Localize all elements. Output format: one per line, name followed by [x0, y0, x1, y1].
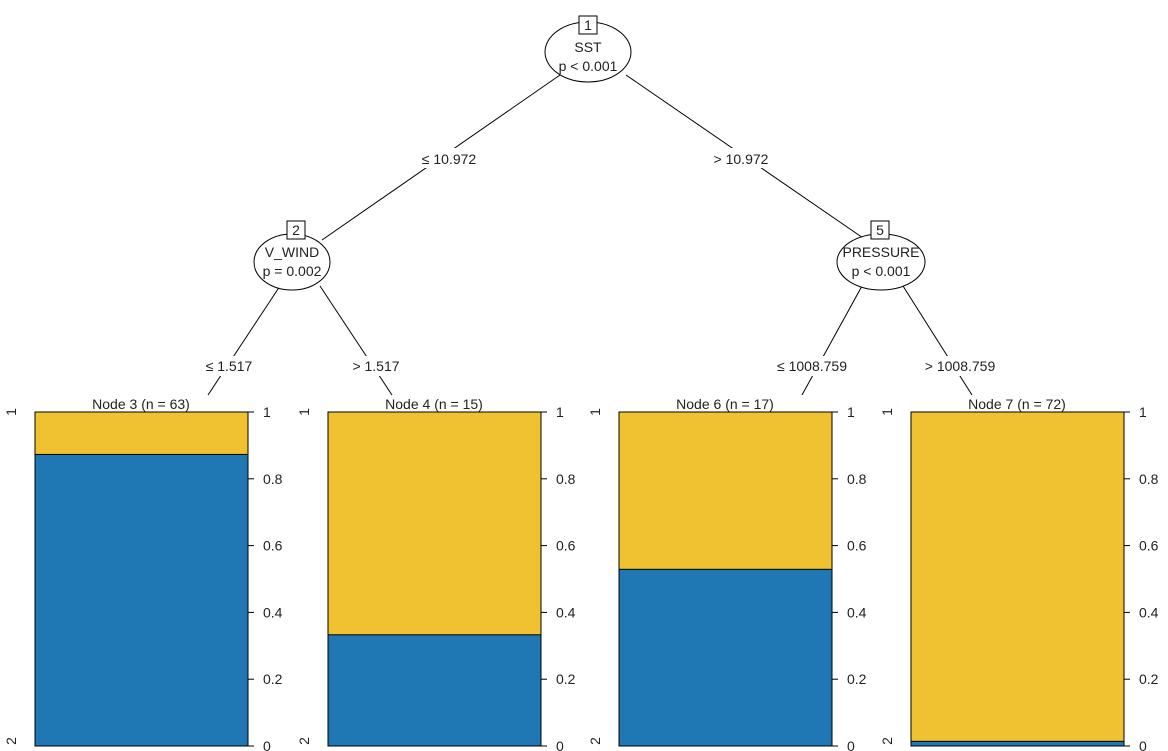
axis-tick-label: 0 [263, 738, 271, 751]
probability-axis: 1 0.8 0.6 0.4 0.2 0 [1124, 404, 1159, 751]
axis-tick-label: 0.2 [847, 671, 867, 687]
node-p-value: p < 0.001 [559, 58, 618, 74]
edge-label: ≤ 10.972 [422, 151, 477, 167]
axis-tick-label: 1 [556, 404, 564, 420]
class-label-bottom: 2 [296, 737, 312, 745]
node-variable: PRESSURE [842, 244, 919, 260]
axis-tick-label: 0.2 [1139, 671, 1159, 687]
terminal-node-title: Node 3 (n = 63) [92, 396, 190, 412]
axis-tick-label: 1 [847, 404, 855, 420]
class-1-bar [327, 411, 542, 636]
edge-label: ≤ 1008.759 [777, 358, 847, 374]
node-p-value: p < 0.001 [852, 263, 911, 279]
inner-node-5: 5 PRESSURE p < 0.001 [836, 220, 926, 291]
axis-tick-label: 0.4 [1139, 604, 1159, 620]
terminal-node-title: Node 7 (n = 72) [968, 396, 1066, 412]
terminal-node-title: Node 4 (n = 15) [385, 396, 483, 412]
axis-tick-label: 0.6 [1139, 538, 1159, 554]
edge-line-2-4 [319, 285, 393, 396]
edge-label: > 1.517 [352, 358, 399, 374]
inner-node-2: 2 V_WIND p = 0.002 [253, 220, 331, 291]
edge-label: > 10.972 [714, 151, 769, 167]
probability-axis: 1 0.8 0.6 0.4 0.2 0 [541, 404, 576, 751]
axis-tick-label: 0.8 [263, 471, 283, 487]
class-1-bar [34, 411, 249, 455]
tree-edges [207, 74, 973, 396]
node-variable: V_WIND [265, 244, 319, 260]
class-label-bottom: 2 [3, 737, 19, 745]
axis-tick-label: 0.6 [263, 538, 283, 554]
node-id: 2 [292, 222, 300, 238]
axis-tick-label: 0.8 [1139, 471, 1159, 487]
axis-tick-label: 0.6 [556, 538, 576, 554]
axis-tick-label: 0.2 [263, 671, 283, 687]
axis-tick-label: 0.8 [847, 471, 867, 487]
axis-tick-label: 1 [1139, 404, 1147, 420]
terminal-node-title: Node 6 (n = 17) [676, 396, 774, 412]
class-1-bar [910, 411, 1125, 742]
axis-tick-label: 0.8 [556, 471, 576, 487]
class-label-top: 1 [3, 408, 19, 416]
edge-labels: ≤ 10.972 > 10.972 ≤ 1.517 > 1.517 ≤ 1008… [200, 148, 1004, 376]
edge-label: ≤ 1.517 [206, 358, 253, 374]
edge-line-5-7 [902, 285, 973, 396]
class-label-bottom: 2 [587, 737, 603, 745]
axis-tick-label: 0.4 [263, 604, 283, 620]
node-id: 1 [584, 17, 592, 33]
axis-tick-label: 1 [263, 404, 271, 420]
edge-line-2-3 [207, 285, 281, 396]
edge-line-5-6 [801, 285, 863, 396]
terminal-node-4: Node 4 (n = 15) 1 2 1 0.8 0.6 0.4 0.2 0 [296, 396, 576, 751]
class-label-top: 1 [296, 408, 312, 416]
inner-node-1: 1 SST p < 0.001 [544, 15, 632, 83]
panel-frame [910, 411, 1125, 747]
panel-frame [34, 411, 249, 747]
class-1-bar [618, 411, 833, 570]
class-label-bottom: 2 [879, 737, 895, 745]
class-2-bar [34, 411, 249, 747]
axis-tick-label: 0 [556, 738, 564, 751]
node-id: 5 [876, 222, 884, 238]
axis-tick-label: 0 [1139, 738, 1147, 751]
terminal-node-7: Node 7 (n = 72) 1 2 1 0.8 0.6 0.4 0.2 0 [879, 396, 1159, 751]
panel-frame [618, 411, 833, 747]
node-p-value: p = 0.002 [263, 263, 322, 279]
terminal-node-6: Node 6 (n = 17) 1 2 1 0.8 0.6 0.4 0.2 0 [587, 396, 867, 751]
terminal-node-3: Node 3 (n = 63) 1 2 1 0.8 0.6 0.4 0.2 0 [3, 396, 283, 751]
axis-tick-label: 0.6 [847, 538, 867, 554]
panel-frame [327, 411, 542, 747]
class-label-top: 1 [587, 408, 603, 416]
axis-tick-label: 0 [847, 738, 855, 751]
probability-axis: 1 0.8 0.6 0.4 0.2 0 [832, 404, 867, 751]
probability-axis: 1 0.8 0.6 0.4 0.2 0 [248, 404, 283, 751]
axis-tick-label: 0.4 [847, 604, 867, 620]
axis-tick-label: 0.2 [556, 671, 576, 687]
node-variable: SST [574, 39, 602, 55]
edge-label: > 1008.759 [925, 358, 996, 374]
class-label-top: 1 [879, 408, 895, 416]
axis-tick-label: 0.4 [556, 604, 576, 620]
